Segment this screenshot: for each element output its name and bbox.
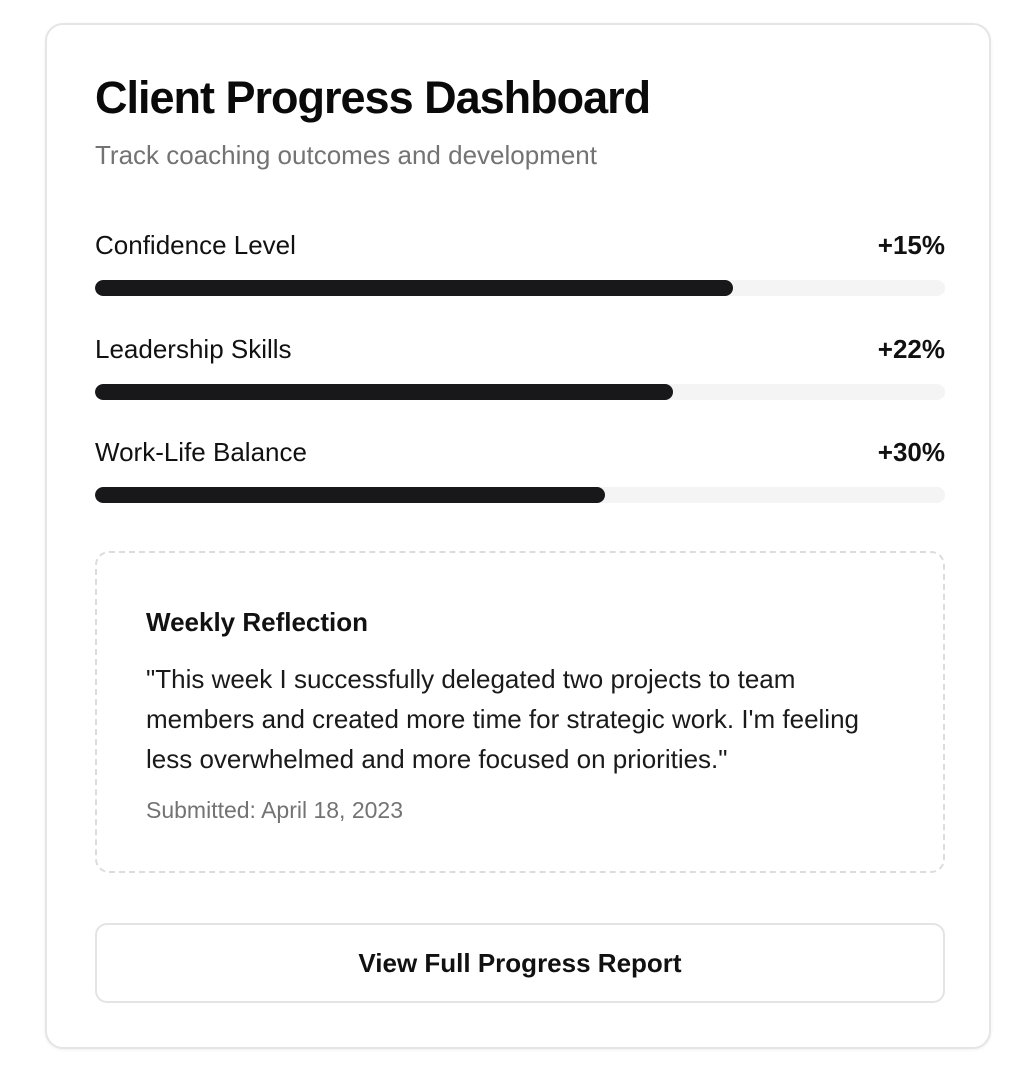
reflection-title: Weekly Reflection: [146, 607, 369, 637]
metric-label: Leadership Skills: [95, 333, 292, 364]
metric-label: Confidence Level: [95, 229, 296, 260]
metric-confidence-level: Confidence Level +15%: [95, 228, 945, 300]
progress-fill: [95, 280, 733, 296]
page-title: Client Progress Dashboard: [95, 72, 651, 123]
metric-change: +15%: [877, 229, 945, 260]
progress-track: [95, 280, 945, 296]
metric-change: +22%: [877, 333, 945, 364]
progress-dashboard-card: Client Progress Dashboard Track coaching…: [45, 23, 991, 1049]
progress-fill: [95, 487, 605, 503]
metric-leadership-skills: Leadership Skills +22%: [95, 332, 945, 404]
progress-fill: [95, 384, 673, 400]
metric-label: Work-Life Balance: [95, 436, 307, 467]
progress-track: [95, 487, 945, 503]
reflection-date: Submitted: April 18, 2023: [146, 797, 403, 823]
metric-work-life-balance: Work-Life Balance +30%: [95, 435, 945, 507]
reflection-text: "This week I successfully delegated two …: [146, 664, 860, 774]
page-subtitle: Track coaching outcomes and development: [95, 140, 597, 170]
weekly-reflection-panel: Weekly Reflection "This week I successfu…: [95, 551, 945, 873]
metric-change: +30%: [877, 436, 945, 467]
view-full-report-button[interactable]: View Full Progress Report: [95, 923, 945, 1003]
progress-track: [95, 384, 945, 400]
